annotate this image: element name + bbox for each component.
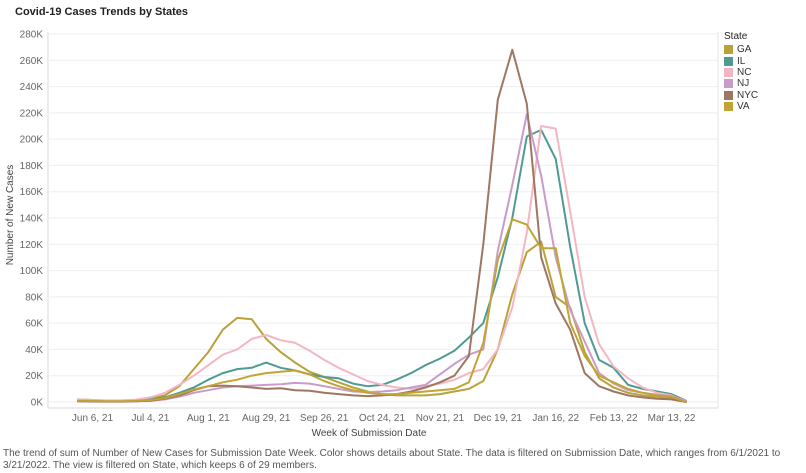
x-tick-label: Feb 13, 22 (590, 413, 638, 424)
gridlines (47, 32, 719, 409)
legend-title: State (724, 31, 748, 42)
legend-item-nj[interactable]: NJ (724, 78, 758, 89)
legend-swatch (724, 67, 733, 77)
y-axis-title: Number of New Cases (5, 165, 16, 266)
y-tick-label: 160K (20, 187, 44, 198)
legend-label: NJ (737, 78, 750, 90)
legend-item-va[interactable]: VA (724, 101, 758, 112)
legend-label: NYC (737, 89, 759, 101)
y-tick-label: 240K (20, 82, 44, 93)
legend-item-nyc[interactable]: NYC (724, 90, 758, 101)
y-tick-label: 80K (25, 292, 43, 303)
series-line-nc (77, 125, 687, 403)
x-tick-label: Jul 4, 21 (131, 413, 169, 424)
x-tick-label: Jan 16, 22 (532, 413, 579, 424)
series-line-nyc (77, 48, 687, 403)
series-lines (77, 48, 687, 403)
y-tick-label: 220K (20, 108, 44, 119)
legend-swatch (724, 56, 733, 66)
series-line-ga (77, 240, 687, 403)
y-tick-label: 260K (20, 56, 44, 67)
x-tick-label: Oct 24, 21 (359, 413, 406, 424)
y-tick-label: 120K (20, 240, 44, 251)
x-tick-label: Sep 26, 21 (300, 413, 349, 424)
y-tick-label: 100K (20, 266, 44, 277)
x-tick-label: Jun 6, 21 (72, 413, 114, 424)
x-tick-label: Mar 13, 22 (648, 413, 696, 424)
legend-label: VA (737, 101, 750, 113)
x-tick-label: Nov 21, 21 (416, 413, 465, 424)
legend-item-ga[interactable]: GA (724, 44, 758, 55)
x-tick-label: Dec 19, 21 (474, 413, 523, 424)
legend-swatch (724, 79, 733, 89)
y-tick-label: 20K (25, 371, 43, 382)
legend-swatch (724, 45, 733, 55)
chart-caption: The trend of sum of Number of New Cases … (3, 448, 781, 471)
legend-label: IL (737, 55, 746, 67)
legend-items: GA IL NC NJ NYC VA (724, 44, 758, 112)
legend-swatch (724, 102, 733, 112)
y-tick-label: 180K (20, 161, 44, 172)
legend-item-il[interactable]: IL (724, 55, 758, 67)
x-axis-ticks: Jun 6, 21 Jul 4, 21 Aug 1, 21 Aug 29, 21 Sep… (72, 413, 696, 424)
y-tick-label: 0K (31, 398, 44, 409)
y-tick-label: 60K (25, 319, 43, 330)
y-tick-label: 40K (25, 345, 43, 356)
series-line-nj (77, 113, 687, 403)
legend-label: GA (737, 44, 752, 56)
x-tick-label: Aug 29, 21 (242, 413, 291, 424)
x-axis-title: Week of Submission Date (312, 428, 427, 439)
y-tick-label: 140K (20, 214, 44, 225)
series-line-va (77, 218, 687, 403)
legend-item-nc[interactable]: NC (724, 67, 758, 78)
y-tick-label: 280K (20, 30, 44, 41)
chart-title: Covid-19 Cases Trends by States (15, 6, 189, 18)
legend: State GA IL NC NJ NYC VA (724, 31, 758, 112)
legend-swatch (724, 90, 733, 100)
y-axis-ticks: 0K 20K 40K 60K 80K 100K 120K 140K 160K 180K 200K 22… (20, 30, 44, 409)
x-tick-label: Aug 1, 21 (187, 413, 230, 424)
legend-label: NC (737, 66, 752, 78)
series-line-il (77, 128, 687, 403)
y-tick-label: 200K (20, 135, 44, 146)
